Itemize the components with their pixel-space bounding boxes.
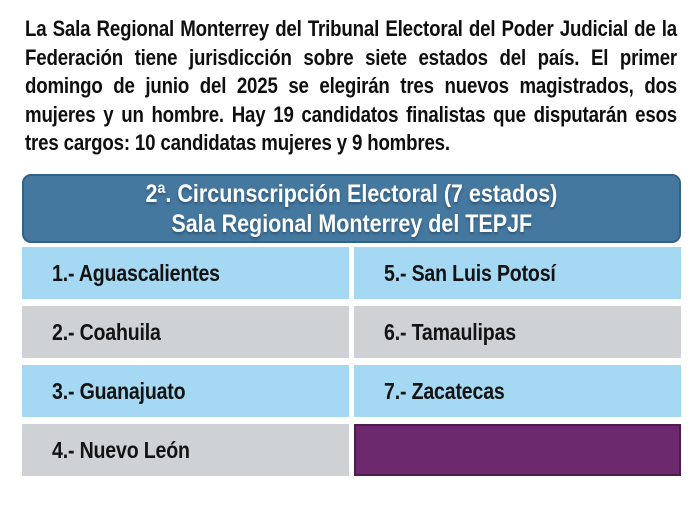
table-row: 2.- Coahuila 6.- Tamaulipas xyxy=(22,306,681,358)
table-row: 4.- Nuevo León xyxy=(22,424,681,476)
table-header: 2ª. Circunscripción Electoral (7 estados… xyxy=(22,174,681,243)
cell-label: 3.- Guanajuato xyxy=(52,377,186,404)
cell-label: 1.- Aguascalientes xyxy=(52,259,220,286)
table-body: 1.- Aguascalientes 5.- San Luis Potosí 2… xyxy=(22,247,681,476)
circunscripcion-table: 2ª. Circunscripción Electoral (7 estados… xyxy=(22,174,681,483)
cell-label: 2.- Coahuila xyxy=(52,318,161,345)
cell-zacatecas: 7.- Zacatecas xyxy=(354,365,681,417)
cell-guanajuato: 3.- Guanajuato xyxy=(22,365,349,417)
cell-empty-purple xyxy=(354,424,681,476)
cell-tamaulipas: 6.- Tamaulipas xyxy=(354,306,681,358)
intro-paragraph: La Sala Regional Monterrey del Tribunal … xyxy=(25,16,678,155)
table-row: 1.- Aguascalientes 5.- San Luis Potosí xyxy=(22,247,681,299)
cell-coahuila: 2.- Coahuila xyxy=(22,306,349,358)
table-header-line2: Sala Regional Monterrey del TEPJF xyxy=(171,209,532,238)
cell-label: 6.- Tamaulipas xyxy=(384,318,516,345)
cell-san-luis-potosi: 5.- San Luis Potosí xyxy=(354,247,681,299)
table-header-line1: 2ª. Circunscripción Electoral (7 estados… xyxy=(145,179,558,208)
cell-label: 4.- Nuevo León xyxy=(52,436,190,463)
cell-label: 5.- San Luis Potosí xyxy=(384,259,556,286)
table-row: 3.- Guanajuato 7.- Zacatecas xyxy=(22,365,681,417)
cell-label: 7.- Zacatecas xyxy=(384,377,505,404)
cell-aguascalientes: 1.- Aguascalientes xyxy=(22,247,349,299)
cell-nuevo-leon: 4.- Nuevo León xyxy=(22,424,349,476)
